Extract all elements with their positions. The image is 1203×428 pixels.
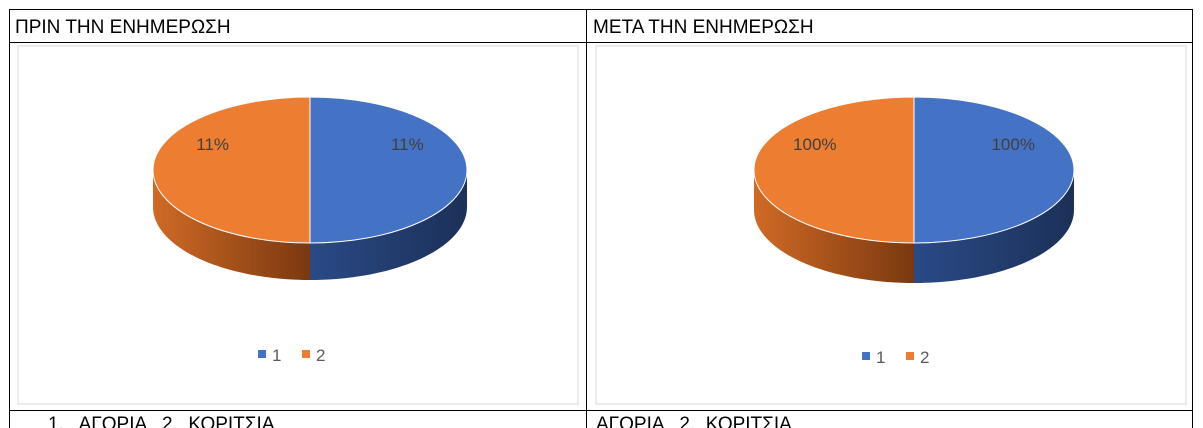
data-label: 11% — [196, 135, 229, 154]
legend-swatch — [302, 350, 310, 358]
legend-swatch — [862, 352, 870, 360]
header-cell: ΠΡΙΝ ΤΗΝ ΕΝΗΜΕΡΩΣΗ — [15, 17, 231, 38]
pie-side — [914, 170, 1074, 283]
legend-swatch — [906, 352, 914, 360]
legend-label: 2 — [316, 346, 325, 365]
chart-frame — [17, 45, 579, 405]
legend-label: 1 — [272, 346, 281, 365]
data-label: 100% — [991, 135, 1034, 154]
pie-slice — [913, 96, 1075, 244]
data-label: 11% — [391, 135, 424, 154]
chart-frame — [595, 45, 1187, 405]
table-borders — [9, 9, 1193, 428]
legend-label: 1 — [876, 348, 885, 367]
footer-cell: 1. ΑΓΟΡΙΑ 2. ΚΟΡΙΤΣΙΑ — [48, 414, 275, 428]
header-cell: ΜΕΤΑ ΤΗΝ ΕΝΗΜΕΡΩΣΗ — [593, 17, 814, 38]
pie-slice — [309, 96, 468, 244]
pie-slice — [753, 96, 915, 244]
pie-side — [153, 170, 310, 280]
legend-swatch — [258, 350, 266, 358]
data-label: 100% — [793, 135, 836, 154]
footer-cell: ΑΓΟΡΙΑ 2. ΚΟΡΙΤΣΙΑ — [596, 414, 792, 428]
pie-side — [310, 170, 467, 280]
pie-slice — [152, 96, 311, 244]
pie-side — [754, 170, 914, 283]
legend-label: 2 — [920, 348, 929, 367]
